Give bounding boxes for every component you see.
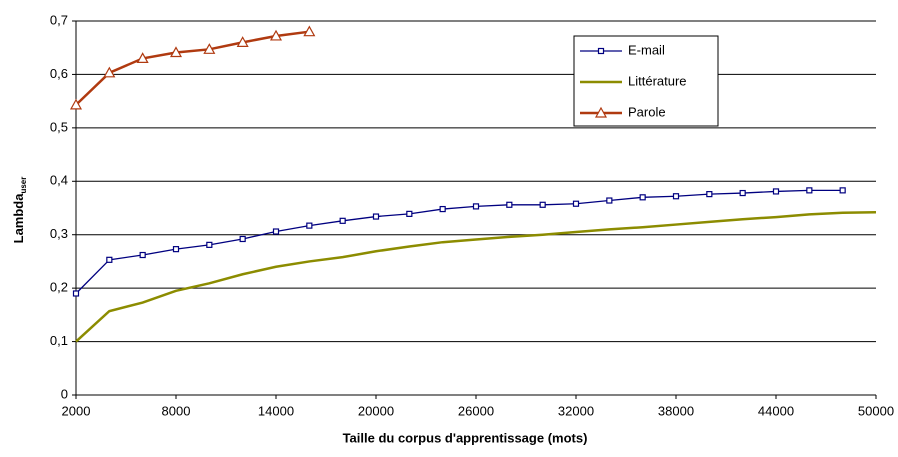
y-tick-label: 0,2 [50,280,68,295]
point [269,29,283,41]
point [272,228,280,235]
x-tick-label: 20000 [358,403,394,418]
y-tick-label: 0,1 [50,333,68,348]
point [172,246,180,253]
point [597,47,605,55]
legend-label: Parole [628,104,666,119]
x-axis-title: Taille du corpus d'apprentissage (mots) [343,430,588,445]
point [69,98,83,110]
series-line [75,30,310,106]
point [772,188,780,195]
point [739,189,746,197]
legend-label: Littérature [628,73,687,88]
x-tick-label: 14000 [258,403,294,418]
point [639,194,646,201]
y-axis-title-sub: user [19,177,28,194]
point [439,205,446,213]
point [169,46,183,58]
point [72,290,80,297]
y-tick-label: 0,3 [50,226,68,241]
point [306,222,313,229]
point [136,52,149,63]
point [506,201,513,208]
point [339,217,346,224]
legend: E-mail Littérature Parole [573,35,719,127]
point [106,256,113,263]
point [839,187,846,194]
point [572,200,580,207]
series-line [75,211,877,343]
point [103,66,116,78]
point [672,193,680,200]
y-tick-label: 0,5 [50,119,68,134]
point [539,201,546,208]
x-tick-label: 50000 [858,403,894,418]
point [239,235,246,243]
y-tick-label: 0 [61,386,68,401]
y-axis-title: Lambdauser [11,177,28,244]
point [303,25,316,37]
x-tick-label: 2000 [62,403,91,418]
x-tick-label: 8000 [162,403,191,418]
point [203,43,216,54]
y-tick-label: 0,6 [50,66,68,81]
point [472,203,480,210]
point [606,197,613,204]
x-tick-label: 38000 [658,403,694,418]
x-tick-label: 26000 [458,403,494,418]
point [406,210,413,217]
x-tick-label: 32000 [558,403,594,418]
y-axis-title-main: Lambda [11,193,26,244]
point [206,241,213,248]
point [139,251,146,259]
point [372,213,380,220]
point [806,187,813,194]
y-tick-label: 0,7 [50,12,68,27]
series-line [75,189,843,294]
point [236,36,249,47]
point [706,191,713,198]
legend-label: E-mail [628,42,665,57]
point [594,106,608,118]
x-tick-label: 44000 [758,403,794,418]
y-tick-label: 0,4 [50,173,68,188]
